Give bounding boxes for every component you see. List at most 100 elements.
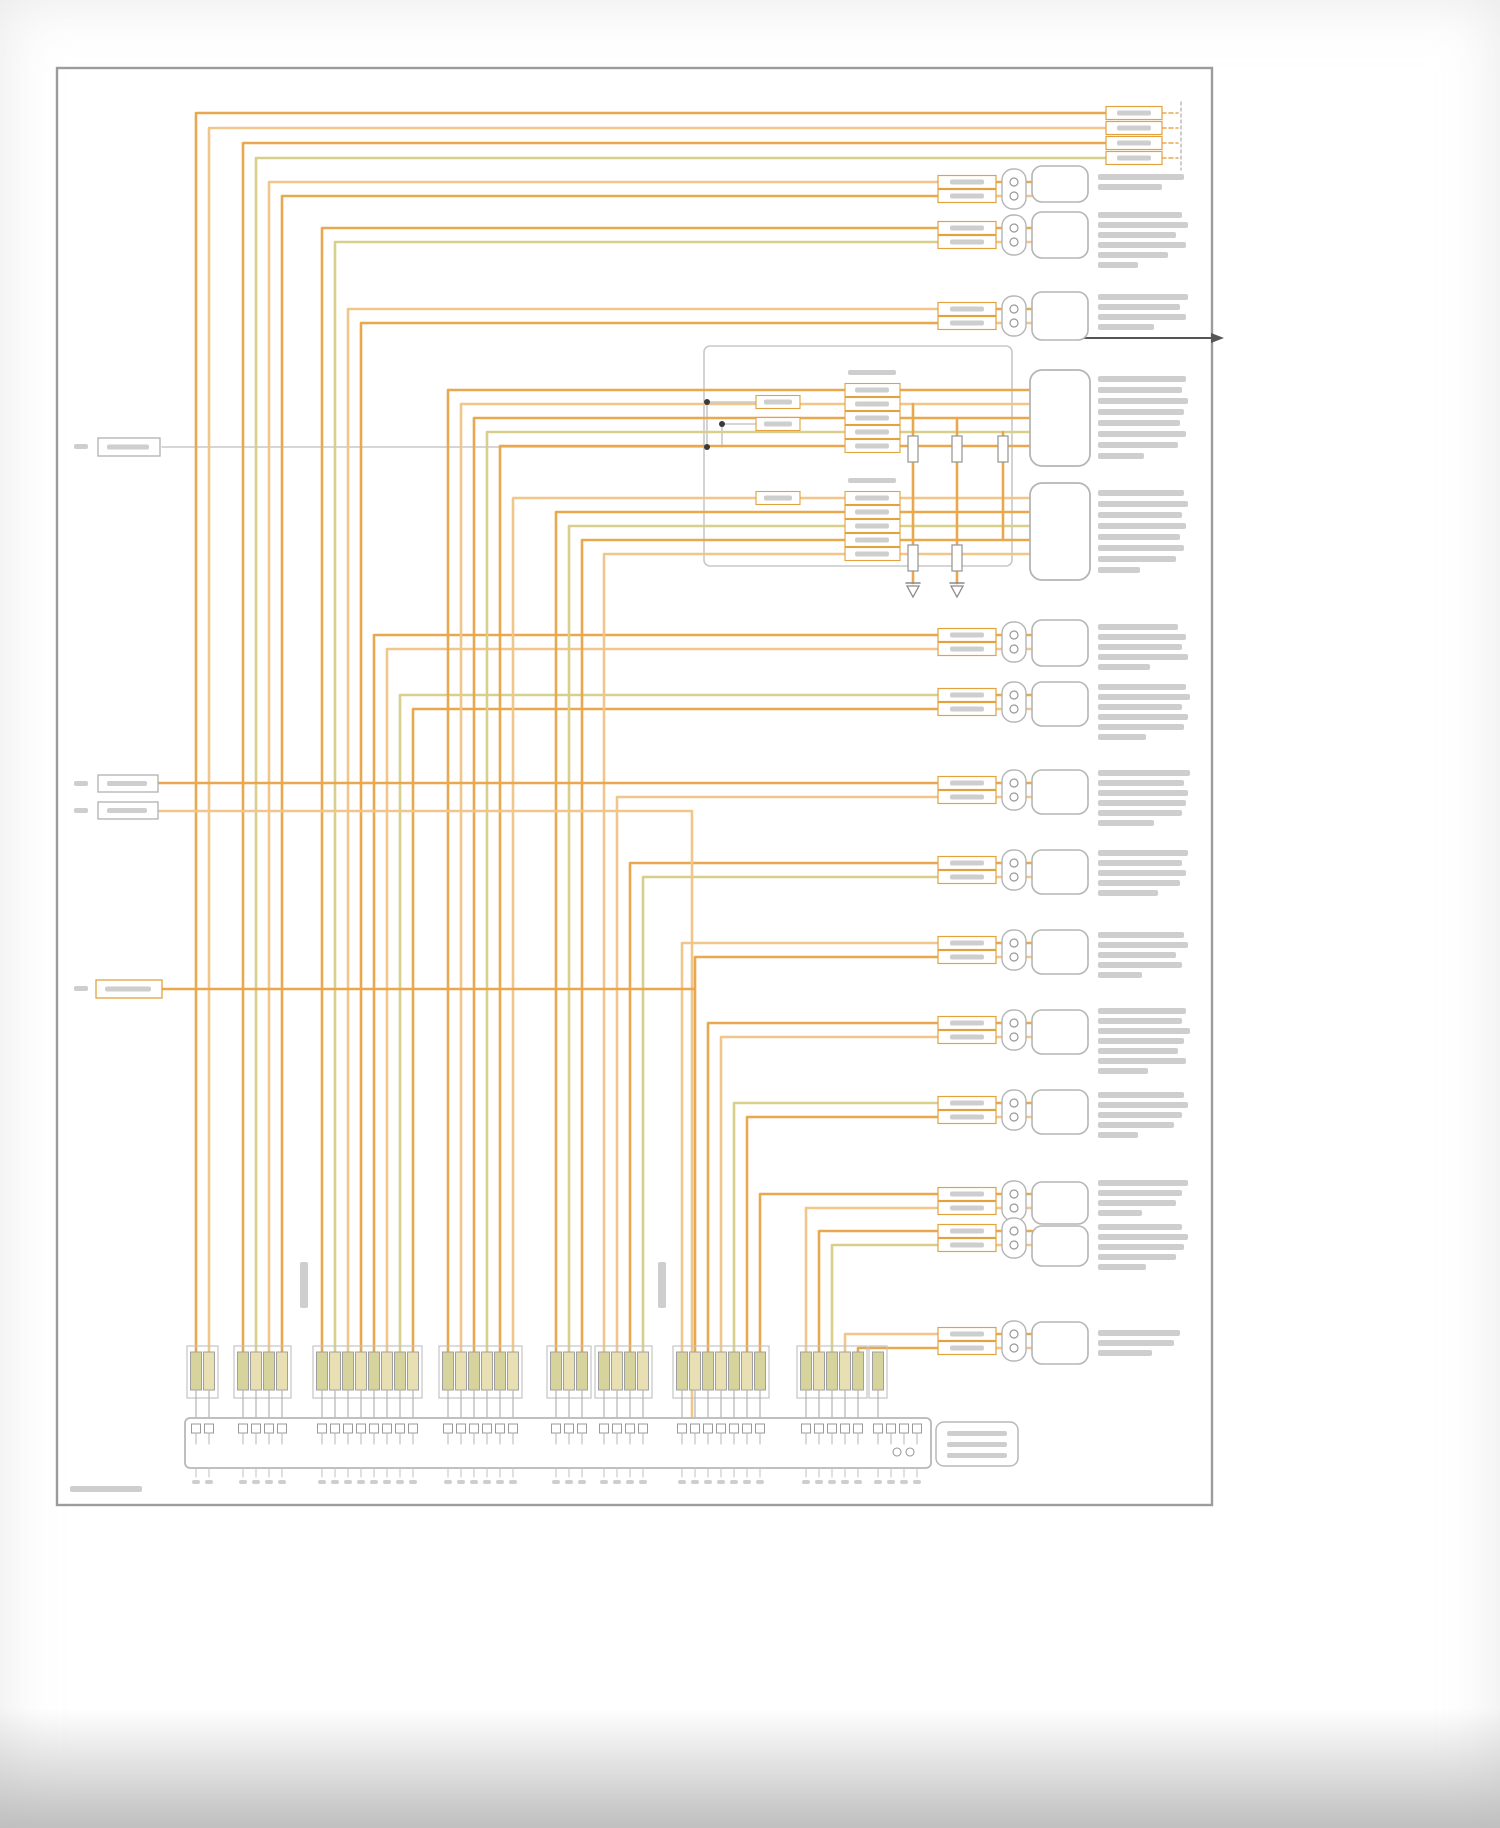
- edge-mark: [74, 444, 88, 449]
- component-block: [1031, 929, 1089, 975]
- component-label-line: [1098, 1234, 1188, 1240]
- component-label-line: [1098, 1200, 1176, 1206]
- pin-circle: [1009, 304, 1019, 314]
- ground-triangle: [949, 585, 965, 599]
- bar-pin-square: [716, 1423, 726, 1434]
- wire: [411, 707, 940, 1354]
- connector-pin: [624, 1351, 636, 1391]
- bar-pin-square: [356, 1423, 366, 1434]
- component-label-line: [1098, 252, 1168, 258]
- wire: [602, 552, 847, 1354]
- component-label-line: [1098, 512, 1182, 518]
- bar-pin-number-smudge: [639, 1480, 647, 1484]
- bar-pin-square: [801, 1423, 811, 1434]
- pin-circle: [1009, 1112, 1019, 1122]
- wire-label-text: [950, 954, 984, 960]
- bar-pin-number-smudge: [409, 1480, 417, 1484]
- component-label-line: [1098, 1224, 1182, 1230]
- control-module-subframe: [703, 345, 1013, 567]
- component-label-line: [1098, 523, 1186, 529]
- ground-triangle: [905, 585, 921, 599]
- component-label-line: [1098, 770, 1190, 776]
- component-label-line: [1098, 1068, 1148, 1074]
- bar-pin-square: [886, 1423, 896, 1434]
- wire: [333, 240, 940, 1354]
- group-header-smudge: [848, 370, 896, 375]
- bar-pin-square: [912, 1423, 922, 1434]
- connector-oval: [1001, 1180, 1027, 1222]
- component-label-line: [1098, 545, 1184, 551]
- wire-label-text: [855, 401, 889, 407]
- component-label-line: [1098, 324, 1154, 330]
- bar-pin-square: [612, 1423, 622, 1434]
- bar-pin-number-smudge: [900, 1480, 908, 1484]
- component-block: [1031, 291, 1089, 341]
- component-label-line: [1098, 1254, 1176, 1260]
- connector-pin: [203, 1351, 215, 1391]
- bar-pin-number-smudge: [841, 1480, 849, 1484]
- wire: [459, 402, 847, 1354]
- wire-label-text: [855, 429, 889, 435]
- bar-pin-number-smudge: [252, 1480, 260, 1484]
- connector-pin: [494, 1351, 506, 1391]
- component-label-line: [1098, 314, 1186, 320]
- component-block: [1029, 482, 1091, 581]
- bar-pin-square: [369, 1423, 379, 1434]
- wire-label-text: [950, 874, 984, 880]
- bar-pin-square: [899, 1423, 909, 1434]
- edge-mark: [74, 808, 88, 813]
- wire-label-text: [950, 1191, 984, 1197]
- wire: [511, 496, 758, 1354]
- wire-label-text: [950, 1020, 984, 1026]
- component-label-line: [1098, 664, 1150, 670]
- bar-pin-square: [755, 1423, 765, 1434]
- component-label-line: [1098, 490, 1184, 496]
- wire: [156, 809, 694, 1420]
- wire: [320, 226, 940, 1354]
- bar-pin-number-smudge: [496, 1480, 504, 1484]
- wire-label-text: [950, 794, 984, 800]
- component-block: [1031, 1321, 1089, 1365]
- connector-pin: [550, 1351, 562, 1391]
- pin-circle: [1009, 872, 1019, 882]
- pin-circle: [1009, 177, 1019, 187]
- pin-circle: [1009, 237, 1019, 247]
- connector-oval: [1001, 295, 1027, 337]
- component-label-line: [1098, 800, 1186, 806]
- wire: [446, 388, 847, 1354]
- component-label-line: [1098, 376, 1186, 382]
- bar-pin-number-smudge: [815, 1480, 823, 1484]
- component-block: [1031, 211, 1089, 259]
- component-block: [1031, 849, 1089, 895]
- wire: [359, 321, 940, 1354]
- bar-pin-number-smudge: [370, 1480, 378, 1484]
- component-label-line: [1098, 1132, 1138, 1138]
- component-label-line: [1098, 1092, 1184, 1098]
- wire-label-text: [1117, 110, 1151, 116]
- component-block: [1031, 619, 1089, 667]
- component-label-line: [1098, 810, 1182, 816]
- connector-oval: [1001, 1320, 1027, 1362]
- bar-pin-number-smudge: [730, 1480, 738, 1484]
- left-label-text: [105, 986, 151, 992]
- bar-pin-square: [742, 1423, 752, 1434]
- bar-pin-number-smudge: [913, 1480, 921, 1484]
- bar-label-text: [947, 1431, 1007, 1436]
- component-label-line: [1098, 932, 1184, 938]
- pin-circle: [1009, 938, 1019, 948]
- edge-mark: [74, 781, 88, 786]
- edge-mark: [74, 986, 88, 991]
- left-label-text: [107, 781, 147, 786]
- wire-label-text: [950, 239, 984, 245]
- connector-oval: [1001, 769, 1027, 811]
- connector-oval: [1001, 1009, 1027, 1051]
- bar-pin-square: [827, 1423, 837, 1434]
- bar-pin-square: [853, 1423, 863, 1434]
- connector-oval: [1001, 168, 1027, 210]
- pin-circle: [1009, 1343, 1019, 1353]
- wire: [804, 1206, 940, 1354]
- component-label-line: [1098, 1058, 1186, 1064]
- connector-pin: [381, 1351, 393, 1391]
